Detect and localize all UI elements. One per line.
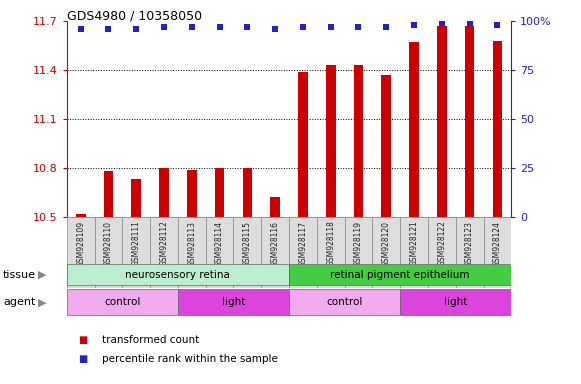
Text: GSM928122: GSM928122 (437, 220, 446, 266)
FancyBboxPatch shape (400, 217, 428, 288)
Text: GSM928110: GSM928110 (104, 220, 113, 266)
Text: GSM928120: GSM928120 (382, 220, 391, 266)
Text: control: control (327, 297, 363, 308)
FancyBboxPatch shape (150, 217, 178, 288)
Bar (493, 41, 502, 217)
Point (410, 22, 419, 28)
Point (104, 26, 113, 32)
FancyBboxPatch shape (67, 217, 95, 288)
Point (298, 24, 307, 30)
FancyBboxPatch shape (67, 264, 289, 285)
Text: GSM928116: GSM928116 (271, 220, 279, 266)
Bar (131, 179, 141, 217)
Text: light: light (222, 297, 245, 308)
Text: GSM928109: GSM928109 (76, 220, 85, 266)
Text: GSM928113: GSM928113 (187, 220, 196, 266)
Bar (76, 214, 85, 217)
Bar (298, 72, 308, 217)
Bar (270, 197, 280, 217)
Text: transformed count: transformed count (102, 335, 199, 345)
FancyBboxPatch shape (261, 217, 289, 288)
Text: ▶: ▶ (38, 270, 46, 280)
FancyBboxPatch shape (234, 217, 261, 288)
Text: light: light (444, 297, 467, 308)
Bar (381, 75, 391, 217)
Text: GDS4980 / 10358050: GDS4980 / 10358050 (67, 10, 202, 23)
Text: GSM928118: GSM928118 (326, 220, 335, 266)
Point (493, 22, 502, 28)
Text: GSM928115: GSM928115 (243, 220, 252, 266)
Bar (215, 168, 224, 217)
Text: GSM928112: GSM928112 (160, 220, 168, 266)
Bar (409, 42, 419, 217)
FancyBboxPatch shape (372, 217, 400, 288)
Point (215, 24, 224, 30)
Point (76, 26, 85, 32)
FancyBboxPatch shape (206, 217, 234, 288)
Text: GSM928119: GSM928119 (354, 220, 363, 266)
FancyBboxPatch shape (289, 264, 511, 285)
Point (465, 20, 474, 26)
FancyBboxPatch shape (178, 290, 289, 315)
FancyBboxPatch shape (400, 290, 511, 315)
FancyBboxPatch shape (456, 217, 483, 288)
Text: GSM928124: GSM928124 (493, 220, 502, 266)
Text: ■: ■ (78, 354, 88, 364)
Text: percentile rank within the sample: percentile rank within the sample (102, 354, 278, 364)
Point (271, 26, 280, 32)
Point (159, 24, 168, 30)
Bar (326, 65, 336, 217)
Text: GSM928123: GSM928123 (465, 220, 474, 266)
Bar (103, 171, 113, 217)
Text: retinal pigment epithelium: retinal pigment epithelium (331, 270, 470, 280)
Bar (242, 168, 252, 217)
Bar (159, 168, 169, 217)
FancyBboxPatch shape (289, 217, 317, 288)
FancyBboxPatch shape (178, 217, 206, 288)
Point (354, 24, 363, 30)
FancyBboxPatch shape (123, 217, 150, 288)
Text: GSM928121: GSM928121 (410, 220, 418, 266)
Text: neurosensory retina: neurosensory retina (125, 270, 231, 280)
FancyBboxPatch shape (95, 217, 123, 288)
Text: tissue: tissue (3, 270, 36, 280)
Text: GSM928117: GSM928117 (299, 220, 307, 266)
Point (243, 24, 252, 30)
FancyBboxPatch shape (428, 217, 456, 288)
Point (326, 24, 335, 30)
Point (382, 24, 391, 30)
Point (132, 26, 141, 32)
FancyBboxPatch shape (67, 290, 178, 315)
Text: control: control (104, 297, 141, 308)
FancyBboxPatch shape (483, 217, 511, 288)
Bar (437, 26, 447, 217)
Text: ■: ■ (78, 335, 88, 345)
Text: GSM928114: GSM928114 (215, 220, 224, 266)
FancyBboxPatch shape (317, 217, 345, 288)
Point (187, 24, 196, 30)
Text: agent: agent (3, 297, 35, 308)
FancyBboxPatch shape (289, 290, 400, 315)
Bar (187, 170, 197, 217)
Bar (354, 65, 363, 217)
Text: ▶: ▶ (38, 297, 46, 308)
Point (437, 20, 446, 26)
Text: GSM928111: GSM928111 (132, 220, 141, 266)
FancyBboxPatch shape (345, 217, 372, 288)
Bar (465, 26, 475, 217)
